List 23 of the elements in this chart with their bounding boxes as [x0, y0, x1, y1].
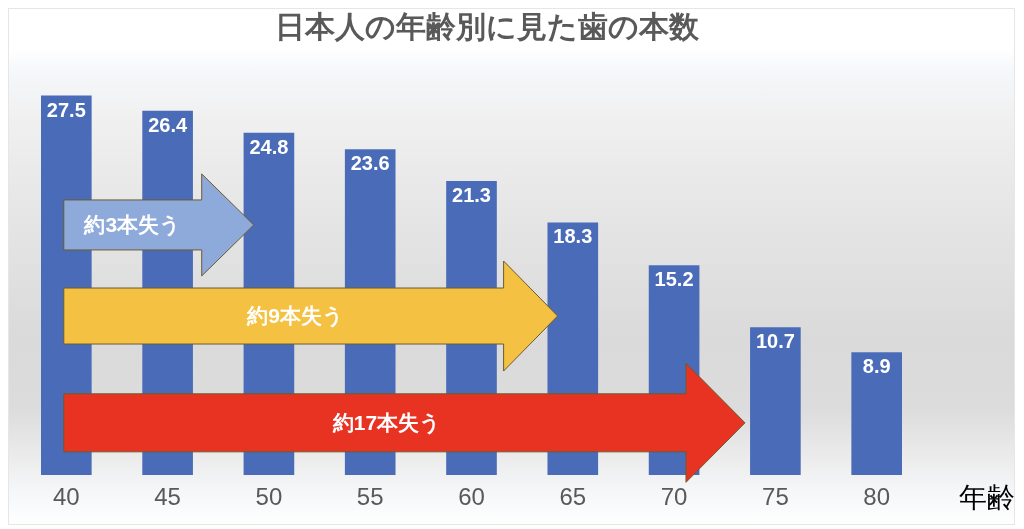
x-tick-label: 80	[863, 482, 891, 510]
x-tick-label: 45	[154, 482, 181, 510]
data-label: 10.7	[755, 330, 795, 353]
data-label: 24.8	[249, 135, 289, 158]
x-tick-label: 55	[356, 482, 384, 510]
annotation: 約3本失う	[83, 213, 182, 238]
x-tick-label: 60	[458, 482, 485, 510]
x-tick-label: 50	[255, 482, 283, 510]
annotation: 約9本失う	[246, 304, 345, 329]
chart-title: 日本人の年齢別に見た歯の本数	[274, 10, 700, 43]
data-label: 18.3	[553, 225, 593, 248]
x-axis-title: 年齢	[958, 481, 1015, 513]
data-label: 21.3	[452, 184, 491, 207]
x-tick-label: 70	[660, 482, 688, 510]
data-label: 23.6	[350, 152, 390, 175]
x-tick-label: 75	[762, 482, 789, 510]
data-label: 8.9	[862, 355, 891, 378]
data-label: 27.5	[46, 98, 86, 121]
data-label: 26.4	[148, 113, 188, 136]
x-tick-label: 65	[559, 482, 587, 510]
x-tick-label: 40	[52, 482, 80, 510]
annotation: 約17本失う	[331, 411, 442, 436]
data-label: 15.2	[654, 268, 694, 291]
